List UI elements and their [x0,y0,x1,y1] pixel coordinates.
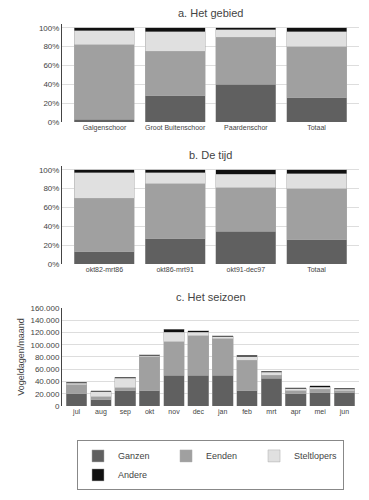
svg-text:jul: jul [72,408,80,416]
svg-text:0%: 0% [48,260,60,269]
svg-text:okt86-mrt91: okt86-mrt91 [156,266,193,273]
svg-text:Totaal: Totaal [307,266,326,273]
svg-text:aug: aug [95,408,107,416]
svg-text:jun: jun [339,408,349,416]
svg-text:okt82-mrt86: okt82-mrt86 [86,266,123,273]
svg-text:40.000: 40.000 [35,377,60,386]
svg-text:80.000: 80.000 [35,353,60,362]
svg-text:Vogeldagen/maand: Vogeldagen/maand [16,318,26,396]
svg-text:feb: feb [242,408,252,415]
svg-text:160.000: 160.000 [30,304,59,313]
svg-text:Groot Buitenschoor: Groot Buitenschoor [145,124,206,131]
svg-text:100.000: 100.000 [30,341,59,350]
svg-text:Andere: Andere [118,470,147,480]
svg-text:mei: mei [314,408,326,415]
svg-text:20.000: 20.000 [35,390,60,399]
svg-text:nov: nov [168,408,180,415]
svg-text:sep: sep [120,408,131,416]
svg-text:Paardenschor: Paardenschor [224,124,268,131]
svg-text:40%: 40% [43,80,59,89]
svg-text:60%: 60% [43,203,59,212]
svg-text:a. Het gebied: a. Het gebied [178,7,243,19]
svg-text:mrt: mrt [266,408,276,415]
svg-text:120.000: 120.000 [30,328,59,337]
svg-text:40%: 40% [43,222,59,231]
svg-text:100%: 100% [39,166,59,175]
svg-text:20%: 20% [43,241,59,250]
svg-text:apr: apr [291,408,302,416]
svg-text:80%: 80% [43,184,59,193]
svg-text:okt91-dec97: okt91-dec97 [227,266,266,273]
svg-text:0: 0 [55,402,60,411]
svg-text:140.000: 140.000 [30,316,59,325]
svg-text:Steltlopers: Steltlopers [294,451,337,461]
svg-text:dec: dec [193,408,205,415]
svg-text:100%: 100% [39,24,59,33]
svg-text:b. De tijd: b. De tijd [189,149,232,161]
svg-text:80%: 80% [43,42,59,51]
svg-text:c. Het seizoen: c. Het seizoen [176,291,246,303]
svg-text:jan: jan [217,408,227,416]
svg-text:Eenden: Eenden [206,451,237,461]
svg-text:60.000: 60.000 [35,365,60,374]
svg-text:Ganzen: Ganzen [118,451,150,461]
svg-text:Galgenschoor: Galgenschoor [83,124,127,132]
svg-text:okt: okt [145,408,154,415]
svg-text:20%: 20% [43,99,59,108]
svg-text:0%: 0% [48,118,60,127]
svg-text:Totaal: Totaal [307,124,326,131]
svg-text:60%: 60% [43,61,59,70]
